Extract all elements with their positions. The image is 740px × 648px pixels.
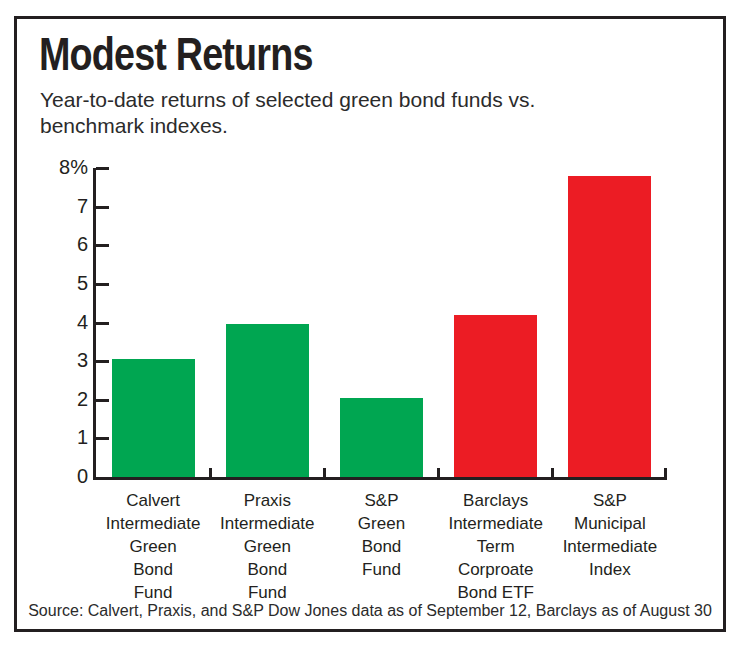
y-axis-tick (96, 244, 109, 247)
category-label-line: S&P (553, 489, 667, 512)
bar (112, 359, 195, 477)
category-label-line: Bond (324, 535, 438, 558)
category-label-line: Green (96, 535, 210, 558)
x-axis-tick (437, 468, 440, 477)
category-label-line: Fund (96, 581, 210, 604)
source-note: Source: Calvert, Praxis, and S&P Dow Jon… (20, 602, 720, 620)
y-axis-tick (96, 437, 109, 440)
y-axis-tick (96, 206, 109, 209)
y-axis-tick (96, 167, 109, 170)
category-label: PraxisIntermediateGreenBondFund (210, 489, 324, 604)
chart-title: Modest Returns (39, 27, 313, 81)
category-label: CalvertIntermediateGreenBondFund (96, 489, 210, 604)
category-label-line: Calvert (96, 489, 210, 512)
category-label-line: Bond ETF (439, 581, 553, 604)
category-label-line: Bond (210, 558, 324, 581)
category-label-line: Fund (210, 581, 324, 604)
y-axis-tick-label: 8% (33, 156, 88, 178)
bar-chart-plot: 8%76543210 (93, 168, 667, 480)
category-label-line: Intermediate (210, 512, 324, 535)
category-label: S&PGreenBondFund (324, 489, 438, 581)
category-label-line: Index (553, 558, 667, 581)
bar (568, 176, 651, 477)
y-axis-tick (96, 283, 109, 286)
y-axis-tick (96, 322, 109, 325)
y-axis-tick-label: 0 (33, 465, 88, 487)
chart-subtitle: Year-to-date returns of selected green b… (40, 87, 535, 139)
x-axis-tick (323, 468, 326, 477)
y-axis-tick-label: 4 (33, 311, 88, 333)
y-axis-tick-label: 3 (33, 349, 88, 371)
category-label-line: Corproate (439, 558, 553, 581)
category-label-line: Intermediate (439, 512, 553, 535)
bar (340, 398, 423, 477)
category-label-line: Bond (96, 558, 210, 581)
chart-subtitle-line1: Year-to-date returns of selected green b… (40, 87, 535, 113)
category-label-line: Green (210, 535, 324, 558)
y-axis-tick-label: 2 (33, 388, 88, 410)
y-axis-tick (96, 399, 109, 402)
category-label-line: Municipal (553, 512, 667, 535)
y-axis-tick-label: 1 (33, 426, 88, 448)
chart-panel: Modest Returns Year-to-date returns of s… (14, 16, 726, 632)
y-axis-tick (96, 360, 109, 363)
category-label-line: Intermediate (96, 512, 210, 535)
bar (226, 324, 309, 477)
x-axis-tick (551, 468, 554, 477)
bar (454, 315, 537, 477)
category-label: BarclaysIntermediateTermCorproateBond ET… (439, 489, 553, 604)
category-label-line: S&P (324, 489, 438, 512)
y-axis-tick-label: 7 (33, 195, 88, 217)
y-axis-tick-label: 5 (33, 272, 88, 294)
category-label-line: Praxis (210, 489, 324, 512)
category-label-line: Fund (324, 558, 438, 581)
x-axis-tick (209, 468, 212, 477)
category-label-line: Term (439, 535, 553, 558)
category-label-line: Intermediate (553, 535, 667, 558)
category-label-line: Barclays (439, 489, 553, 512)
y-axis-tick-label: 6 (33, 233, 88, 255)
x-axis-end-tick (664, 468, 667, 477)
category-label-line: Green (324, 512, 438, 535)
category-label: S&PMunicipalIntermediateIndex (553, 489, 667, 581)
category-labels-row: CalvertIntermediateGreenBondFundPraxisIn… (96, 489, 667, 609)
chart-subtitle-line2: benchmark indexes. (40, 113, 535, 139)
